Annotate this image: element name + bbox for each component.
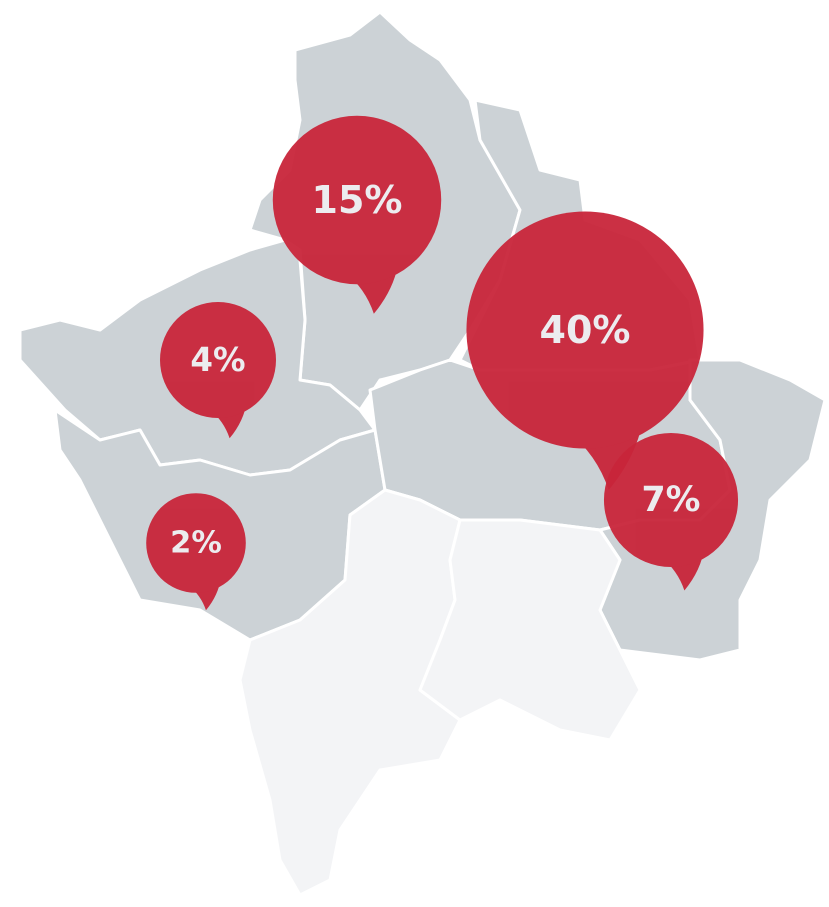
marker-label: 2%: [170, 526, 222, 561]
marker-bubble: [466, 211, 704, 449]
marker-label: 4%: [190, 341, 245, 379]
marker-bubble: [272, 115, 442, 285]
region-southeast: [418, 518, 642, 742]
marker: [272, 115, 442, 314]
marker-bubble: [603, 432, 739, 568]
marker-bubble: [160, 302, 276, 418]
marker: [146, 493, 246, 611]
marker-label: 40%: [540, 308, 631, 352]
marker: [160, 302, 276, 439]
marker-label: 7%: [642, 480, 701, 520]
marker: [603, 432, 739, 591]
marker: [466, 211, 704, 491]
marker-label: 15%: [312, 178, 403, 222]
marker-bubble: [146, 493, 246, 593]
